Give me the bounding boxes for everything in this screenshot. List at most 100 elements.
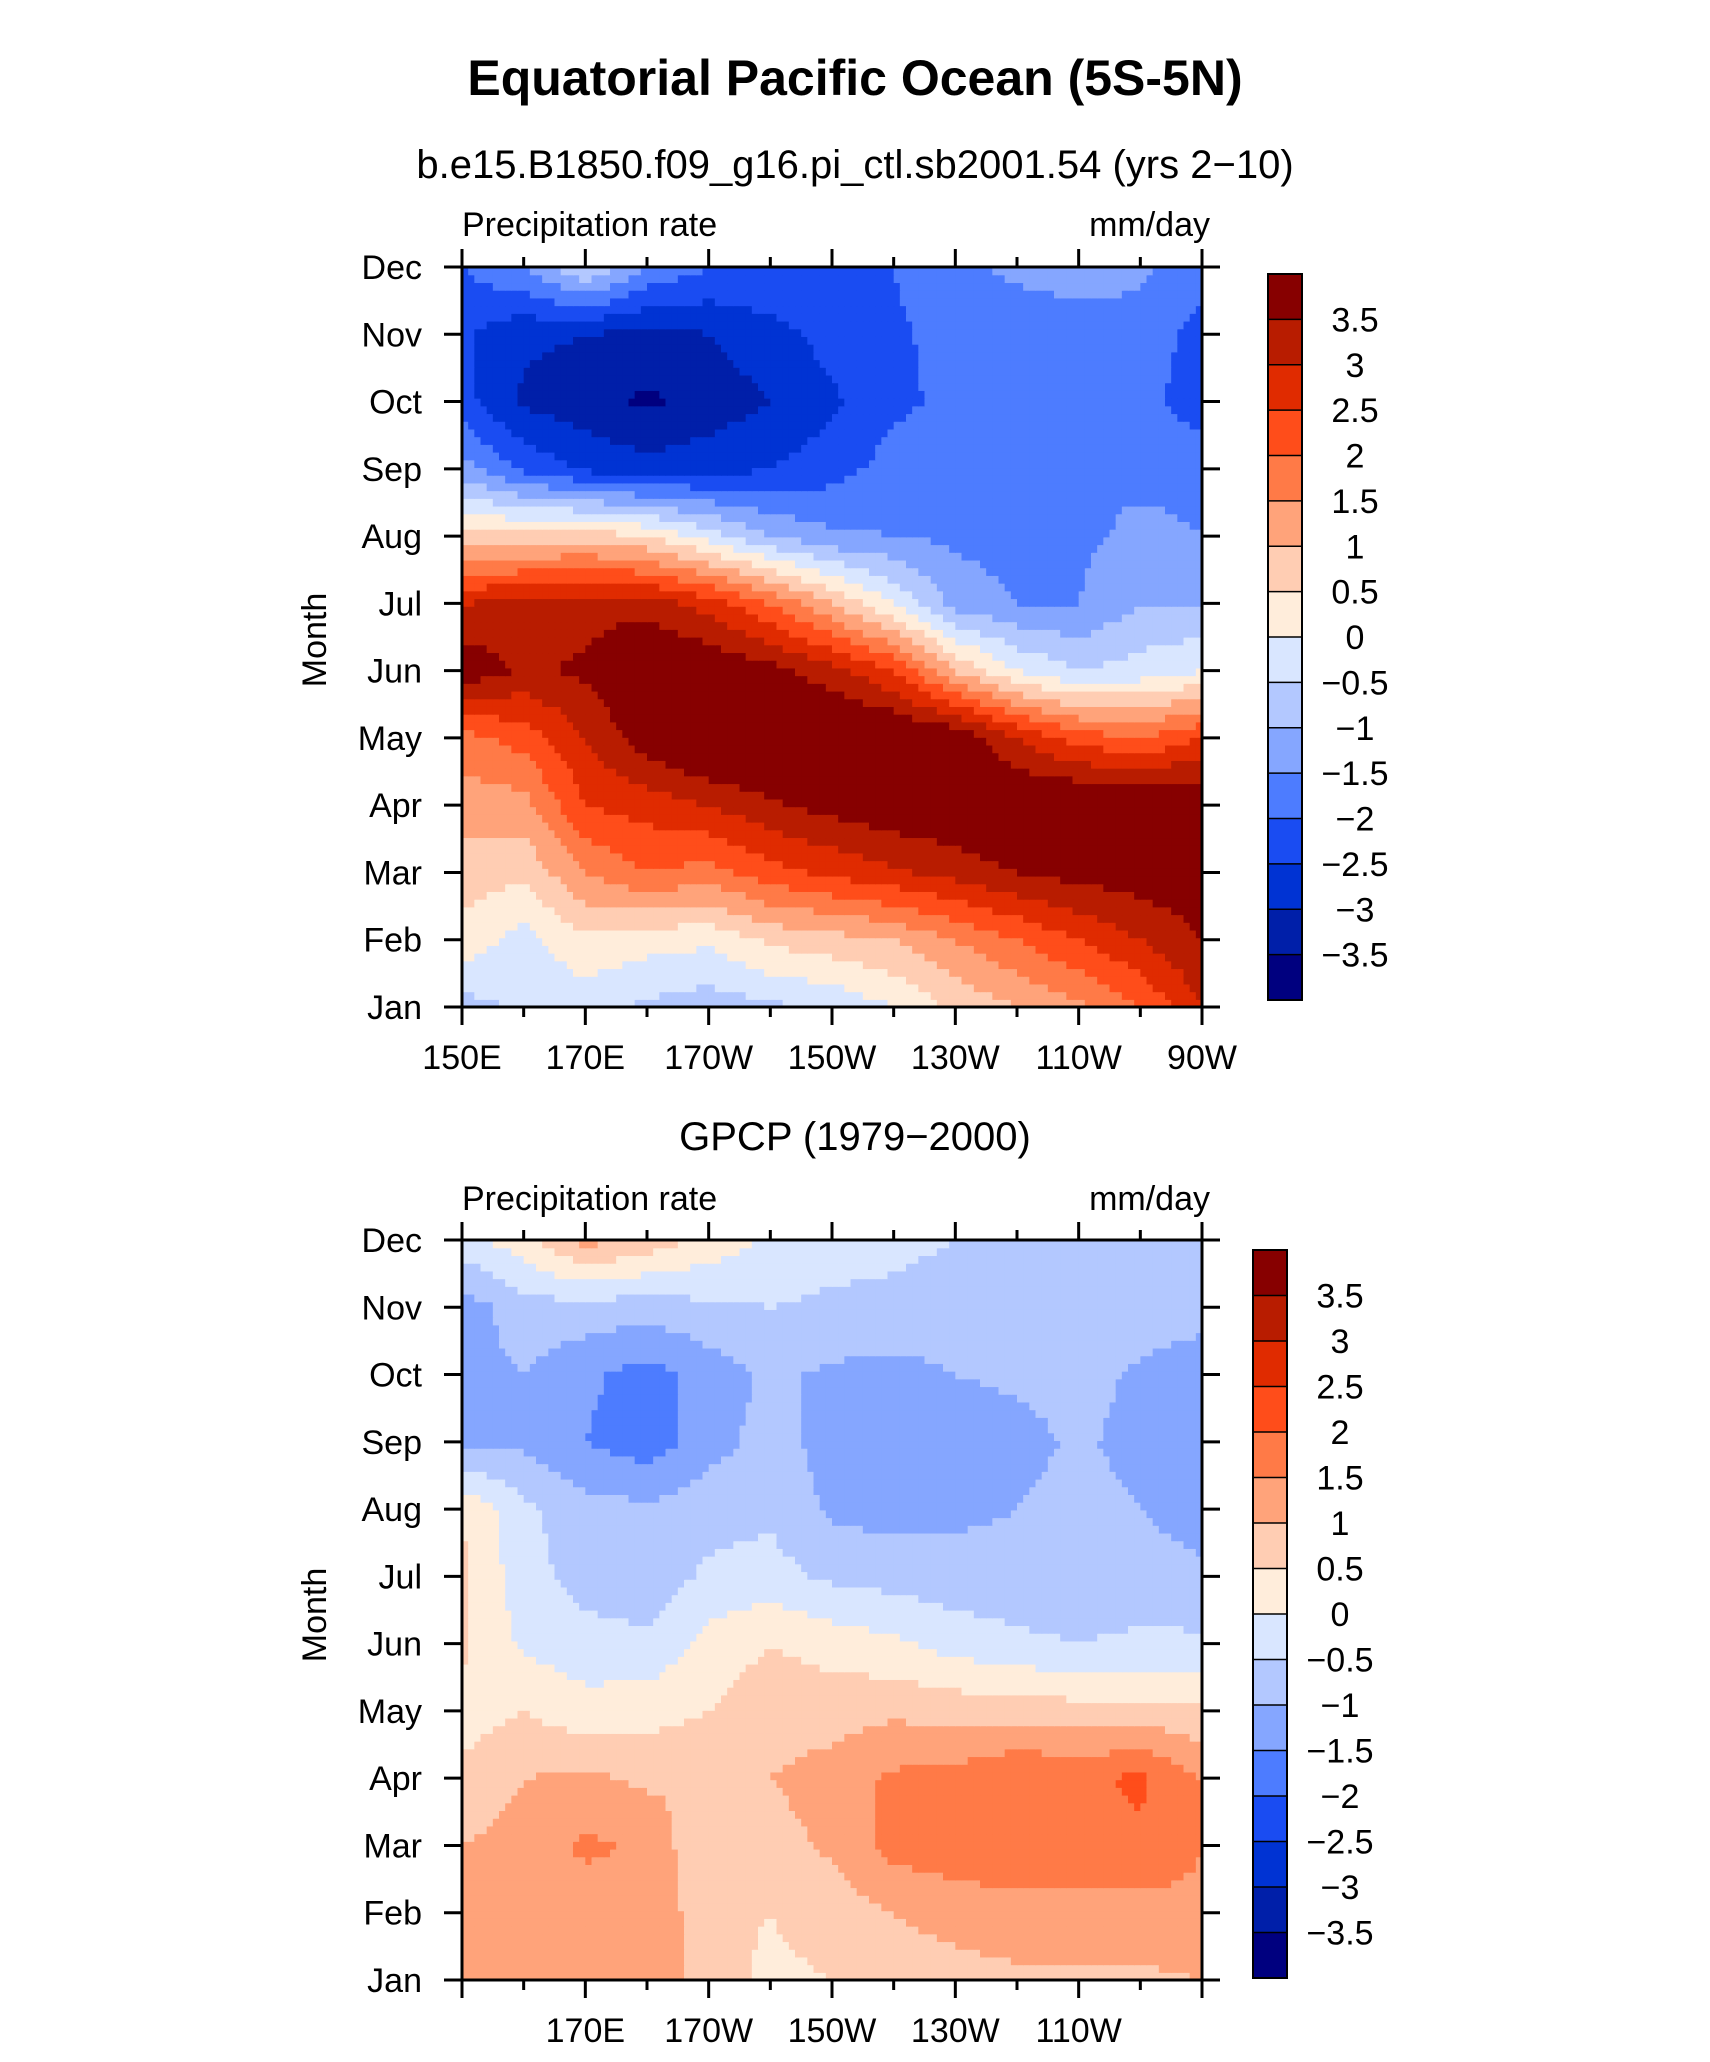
- contour-cell: [1079, 984, 1086, 992]
- contour-cell: [931, 845, 938, 853]
- contour-cell: [721, 783, 728, 791]
- contour-cell: [524, 984, 531, 992]
- contour-cell: [493, 768, 500, 776]
- contour-cell: [992, 976, 999, 984]
- contour-cell: [678, 768, 685, 776]
- contour-cell: [1097, 907, 1104, 915]
- contour-cell: [610, 938, 617, 946]
- contour-cell: [524, 783, 531, 791]
- contour-cell: [758, 730, 765, 738]
- contour-cell: [962, 961, 969, 969]
- contour-cell: [955, 783, 962, 791]
- contour-cell: [844, 783, 851, 791]
- contour-cell: [659, 730, 666, 738]
- contour-cell: [894, 830, 901, 838]
- contour-cell: [555, 984, 562, 992]
- contour-cell: [918, 984, 925, 992]
- contour-cell: [1159, 853, 1166, 861]
- contour-cell: [629, 691, 636, 699]
- contour-cell: [943, 807, 950, 815]
- contour-cell: [518, 714, 525, 722]
- contour-cell: [943, 730, 950, 738]
- contour-cell: [1073, 722, 1080, 730]
- contour-cell: [592, 822, 599, 830]
- contour-cell: [672, 814, 679, 822]
- contour-cell: [505, 968, 512, 976]
- contour-cell: [666, 783, 673, 791]
- contour-cell: [524, 737, 531, 745]
- contour-cell: [1029, 907, 1036, 915]
- contour-cell: [1085, 938, 1092, 946]
- contour-cell: [1036, 938, 1043, 946]
- contour-cell: [1140, 768, 1147, 776]
- contour-cell: [610, 706, 617, 714]
- contour-cell: [1103, 961, 1110, 969]
- contour-cell: [783, 830, 790, 838]
- contour-cell: [949, 992, 956, 1000]
- contour-cell: [1097, 722, 1104, 730]
- contour-cell: [906, 737, 913, 745]
- contour-cell: [715, 907, 722, 915]
- contour-cell: [1005, 899, 1012, 907]
- contour-cell: [1042, 891, 1049, 899]
- contour-cell: [770, 876, 777, 884]
- contour-cell: [666, 837, 673, 845]
- contour-cell: [653, 706, 660, 714]
- contour-cell: [752, 830, 759, 838]
- contour-cell: [826, 953, 833, 961]
- contour-cell: [1017, 938, 1024, 946]
- contour-cell: [770, 730, 777, 738]
- contour-cell: [869, 799, 876, 807]
- contour-cell: [801, 745, 808, 753]
- contour-cell: [783, 699, 790, 707]
- contour-cell: [1011, 976, 1018, 984]
- contour-cell: [777, 868, 784, 876]
- contour-cell: [690, 891, 697, 899]
- contour-cell: [567, 992, 574, 1000]
- contour-cell: [1171, 891, 1178, 899]
- contour-cell: [715, 722, 722, 730]
- contour-cell: [949, 699, 956, 707]
- contour-cell: [801, 837, 808, 845]
- contour-cell: [1165, 807, 1172, 815]
- contour-cell: [530, 992, 537, 1000]
- contour-cell: [536, 953, 543, 961]
- contour-cell: [1122, 868, 1129, 876]
- contour-cell: [622, 760, 629, 768]
- contour-cell: [573, 830, 580, 838]
- contour-cell: [579, 945, 586, 953]
- contour-cell: [1128, 891, 1135, 899]
- contour-cell: [1079, 884, 1086, 892]
- contour-cell: [1048, 938, 1055, 946]
- contour-cell: [1147, 807, 1154, 815]
- contour-cell: [1110, 745, 1117, 753]
- contour-cell: [1153, 730, 1160, 738]
- contour-cell: [567, 853, 574, 861]
- contour-cell: [777, 807, 784, 815]
- contour-cell: [1066, 938, 1073, 946]
- contour-cell: [770, 737, 777, 745]
- contour-cell: [752, 753, 759, 761]
- contour-cell: [1029, 776, 1036, 784]
- contour-cell: [770, 899, 777, 907]
- contour-cell: [629, 783, 636, 791]
- contour-cell: [789, 683, 796, 691]
- contour-cell: [937, 783, 944, 791]
- contour-cell: [598, 907, 605, 915]
- contour-cell: [999, 706, 1006, 714]
- contour-cell: [567, 845, 574, 853]
- contour-cell: [1085, 861, 1092, 869]
- contour-cell: [585, 968, 592, 976]
- contour-cell: [1097, 799, 1104, 807]
- contour-cell: [1073, 691, 1080, 699]
- contour-cell: [647, 922, 654, 930]
- contour-cell: [875, 822, 882, 830]
- contour-cell: [1134, 737, 1141, 745]
- contour-cell: [1116, 737, 1123, 745]
- contour-cell: [801, 830, 808, 838]
- contour-cell: [1029, 876, 1036, 884]
- contour-cell: [832, 907, 839, 915]
- contour-cell: [585, 853, 592, 861]
- contour-cell: [764, 945, 771, 953]
- contour-cell: [1048, 884, 1055, 892]
